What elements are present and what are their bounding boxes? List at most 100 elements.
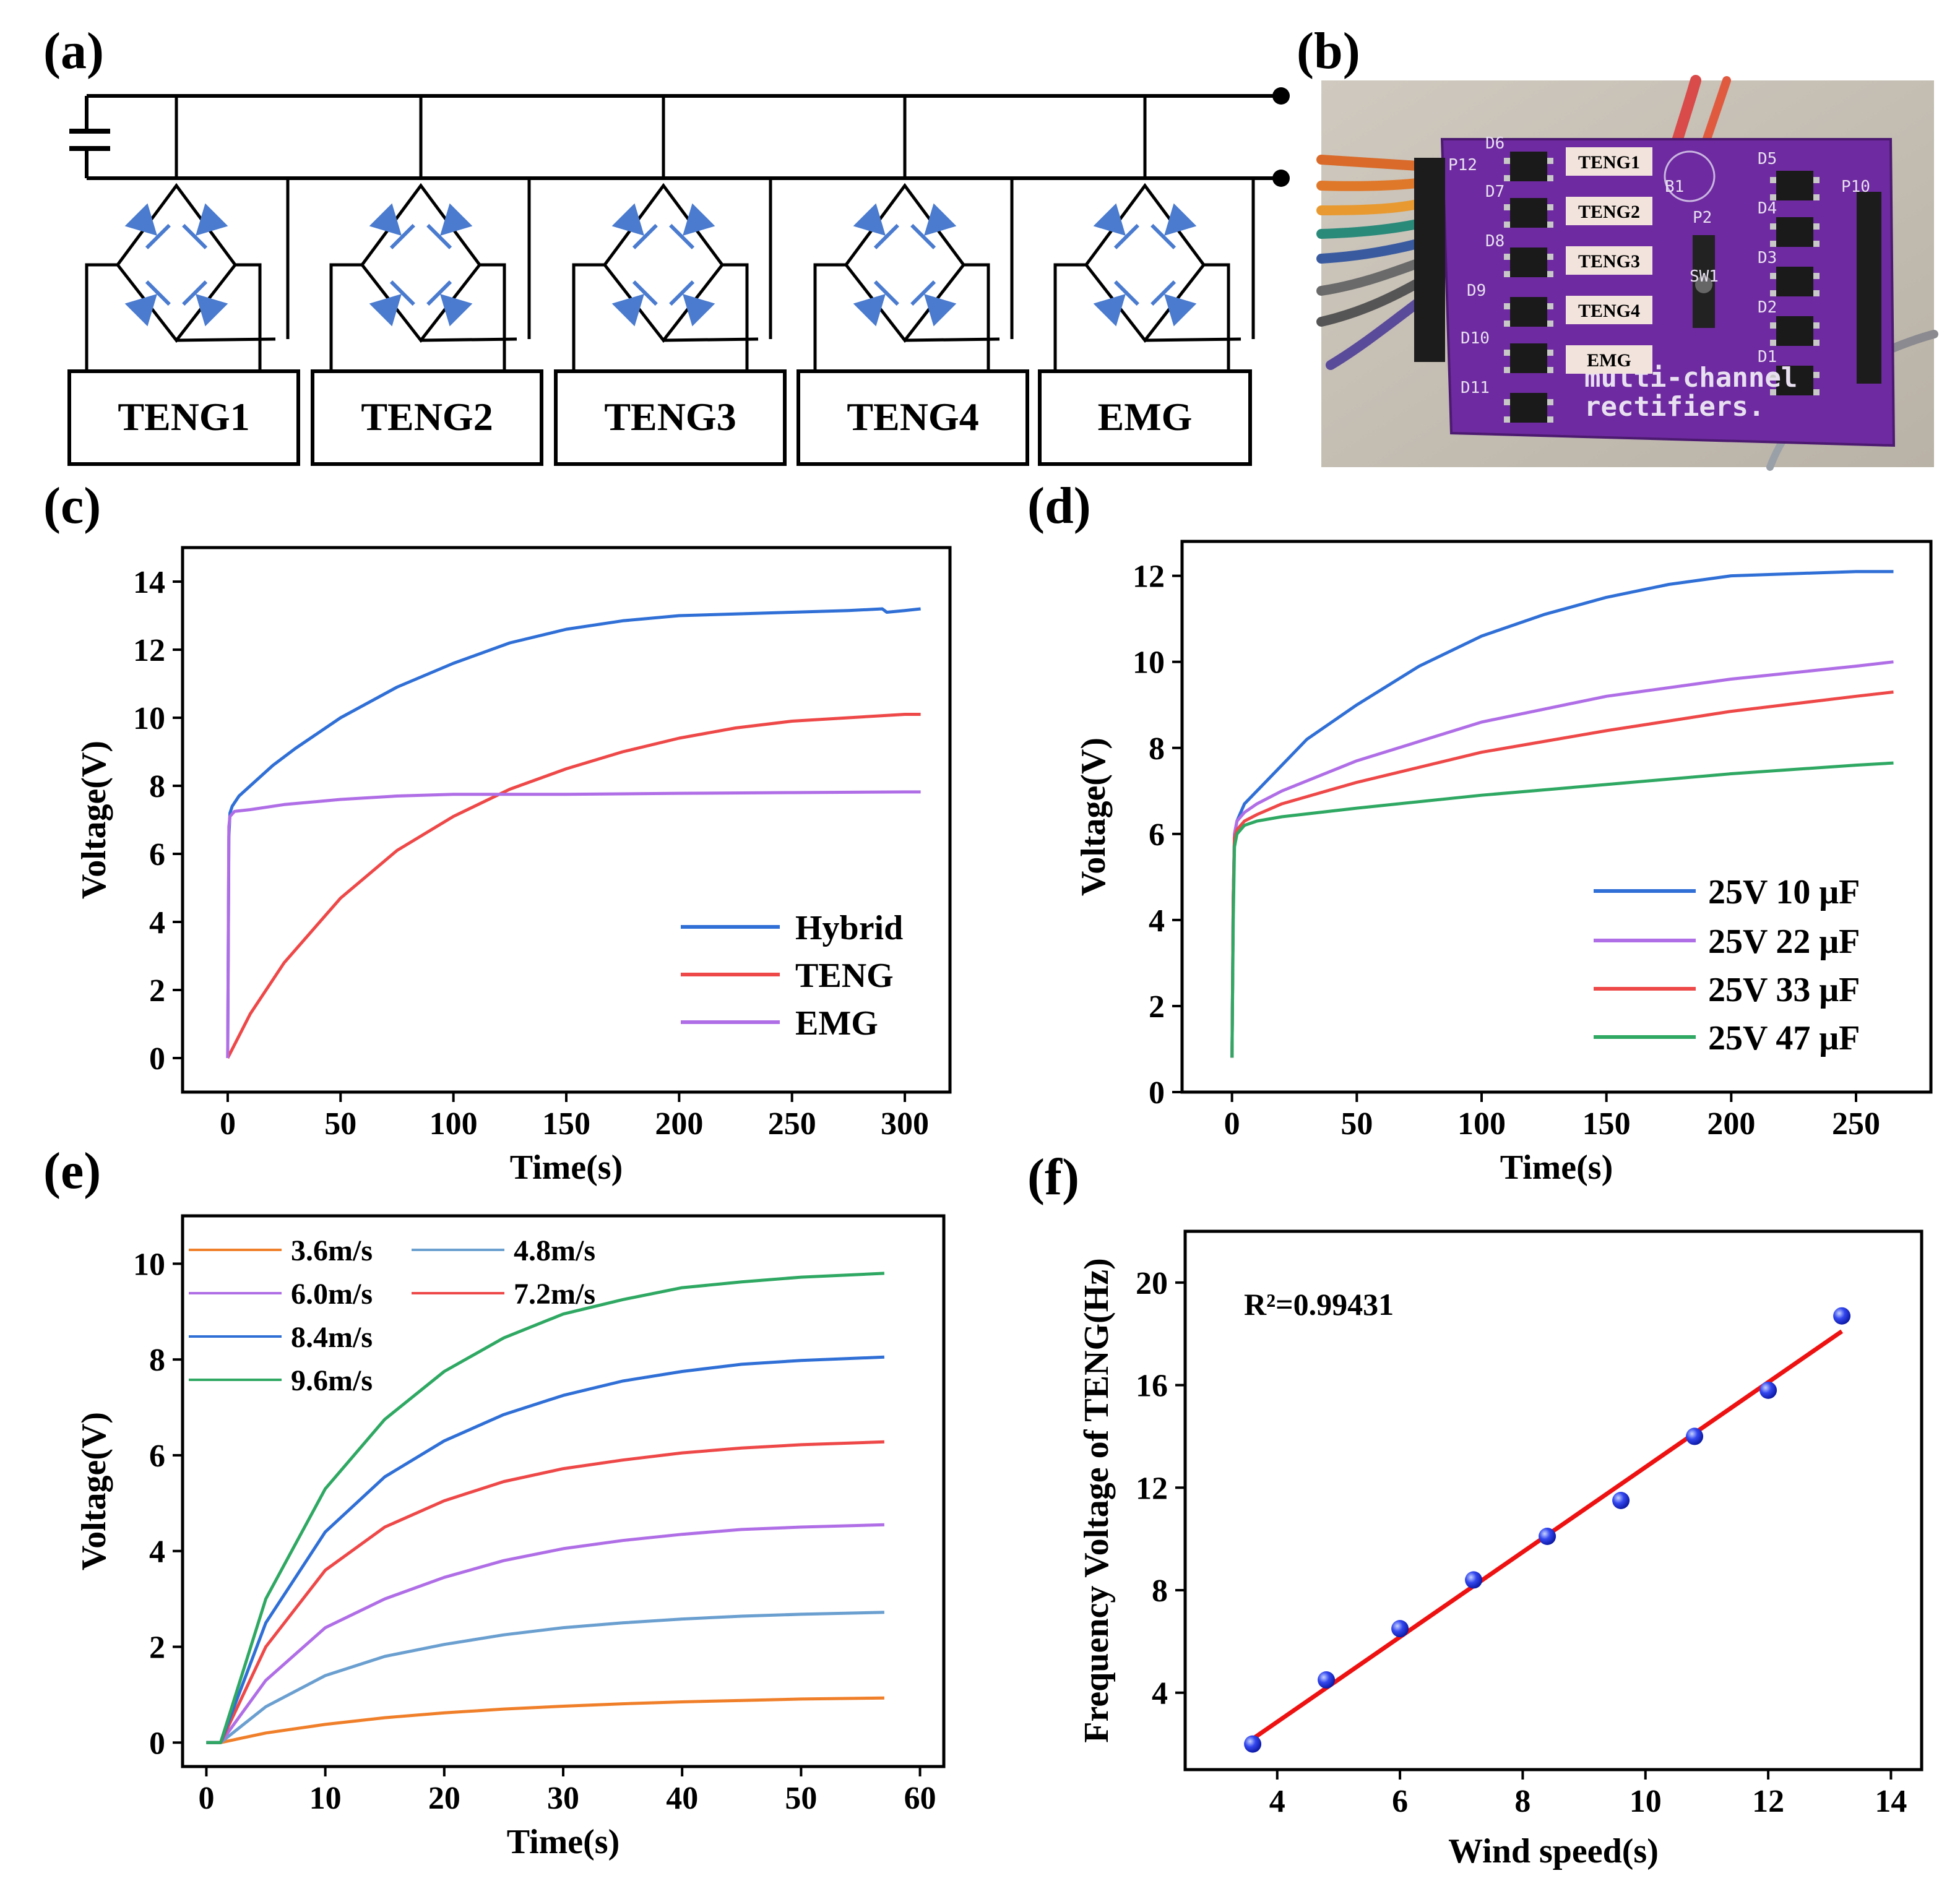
x-tick-label: 10 (309, 1781, 342, 1816)
series-line-9.6m/s (206, 1272, 885, 1744)
pcb-silk-text: D9 (1467, 282, 1486, 300)
diode-icon (910, 280, 957, 327)
pcb-silk-title: rectifiers. (1584, 391, 1764, 423)
diode-icon (1093, 280, 1139, 327)
svg-text:TENG4: TENG4 (1578, 301, 1640, 321)
panel-a-label: (a) (43, 22, 104, 80)
x-tick-label: 20 (428, 1781, 460, 1816)
x-tick-label: 8 (1514, 1784, 1530, 1819)
diode-icon (1151, 280, 1197, 327)
y-tick-label: 4 (1149, 903, 1165, 939)
source-box-label: TENG2 (361, 395, 493, 439)
diode-icon (426, 203, 473, 249)
diode-icon (369, 203, 415, 249)
pcb-silk-text: D11 (1461, 379, 1490, 397)
y-tick-label: 10 (1133, 645, 1165, 681)
r-squared-annotation: R²=0.99431 (1244, 1287, 1394, 1322)
source-box-label: TENG4 (847, 395, 978, 439)
y-tick-label: 12 (1133, 559, 1165, 595)
pcb-silk-text: D6 (1485, 134, 1505, 153)
pin-header-right (1857, 192, 1881, 384)
data-point (1318, 1671, 1336, 1689)
diode-icon (124, 203, 171, 249)
diode-icon (611, 203, 658, 249)
source-box-label: EMG (1098, 395, 1193, 439)
y-tick-label: 20 (1136, 1266, 1168, 1301)
series-line-25V 47 μF (1230, 761, 1894, 1058)
top-terminal (1272, 87, 1290, 105)
svg-text:TENG3: TENG3 (1578, 251, 1640, 272)
source-box-5 (1038, 369, 1252, 466)
pcb-silk-text: D4 (1758, 199, 1777, 218)
series-line-4.8m/s (206, 1611, 884, 1744)
diode-icon (1093, 203, 1139, 249)
svg-text:TENG1: TENG1 (1578, 152, 1640, 173)
legend-label: 7.2m/s (514, 1278, 595, 1311)
source-box-3 (554, 369, 787, 466)
series-line-6.0m/s (206, 1523, 884, 1744)
diode-icon (182, 280, 228, 327)
panel-c-label: (c) (43, 477, 101, 535)
diode-icon (669, 280, 715, 327)
panel-d-chart: (d) 0 50 100 150 200 250 0 2 4 6 8 10 12 Time(s) Volta… (1027, 477, 1933, 1187)
x-tick-label: 4 (1269, 1784, 1285, 1819)
source-box-2 (311, 369, 543, 466)
x-tick-label: 100 (430, 1106, 478, 1142)
source-box-label: TENG1 (118, 395, 249, 439)
pcb-overlay-label: EMG (1566, 345, 1652, 374)
series-line-8.4m/s (206, 1355, 885, 1744)
y-tick-label: 2 (1149, 989, 1165, 1025)
y-axis-label: Frequency Voltage of TENG(Hz) (1077, 1258, 1116, 1742)
rectifier-chip (1510, 248, 1547, 277)
x-tick-label: 10 (1630, 1784, 1662, 1819)
y-tick-label: 8 (149, 1343, 165, 1378)
x-axis-label: Time(s) (1500, 1148, 1613, 1187)
y-tick-label: 6 (149, 1439, 165, 1474)
diode-icon (1151, 203, 1197, 249)
rectifier-chip (1776, 217, 1813, 247)
rectifier-bridge-2 (329, 96, 531, 371)
legend-label: TENG (795, 957, 894, 995)
y-tick-label: 12 (133, 633, 165, 668)
diode-icon (853, 280, 899, 327)
series-line-25V 33 μF (1230, 690, 1894, 1058)
rectifier-bridge-5 (1053, 96, 1255, 371)
x-tick-label: 50 (1340, 1106, 1373, 1142)
y-tick-label: 4 (149, 905, 165, 940)
pcb-overlay-label: TENG1 (1566, 147, 1652, 176)
y-tick-label: 6 (149, 837, 165, 872)
y-tick-label: 4 (149, 1534, 165, 1570)
series-line-7.2m/s (206, 1440, 884, 1744)
rectifier-bridge-4 (813, 96, 1014, 371)
x-axis-label: Time(s) (507, 1823, 620, 1861)
data-point (1244, 1735, 1262, 1753)
y-tick-label: 10 (133, 701, 165, 736)
y-tick-label: 8 (1152, 1573, 1168, 1609)
pcb-silk-text: B1 (1665, 178, 1684, 196)
rectifier-chip (1510, 152, 1547, 181)
y-tick-label: 14 (133, 565, 165, 600)
diode-icon (611, 280, 658, 327)
series-line-3.6m/s (206, 1696, 884, 1744)
x-tick-label: 200 (1707, 1106, 1755, 1142)
y-axis-label: Voltage(V) (75, 1412, 113, 1570)
legend-label: 3.6m/s (291, 1234, 373, 1267)
data-point (1391, 1620, 1409, 1638)
x-tick-label: 12 (1752, 1784, 1784, 1819)
pcb-silk-text: P12 (1448, 156, 1477, 174)
panel-a-circuit: (a) TENG1 TENG2 TENG3 TENG4 EMG (43, 22, 1290, 466)
plot-frame (1180, 540, 1933, 1094)
pcb-silk-text: D8 (1485, 232, 1505, 251)
x-tick-label: 250 (768, 1106, 816, 1142)
x-tick-label: 6 (1392, 1784, 1408, 1819)
panel-e-label: (e) (43, 1142, 101, 1200)
x-tick-label: 60 (904, 1781, 936, 1816)
rectifier-chip (1776, 316, 1813, 346)
x-tick-label: 0 (220, 1106, 236, 1142)
legend-label: 25V 10 μF (1708, 873, 1860, 911)
svg-text:TENG2: TENG2 (1578, 202, 1640, 222)
y-tick-label: 0 (1149, 1075, 1165, 1111)
series-line-EMG (226, 790, 921, 1059)
diode-icon (124, 280, 171, 327)
rectifier-chip (1510, 297, 1547, 327)
